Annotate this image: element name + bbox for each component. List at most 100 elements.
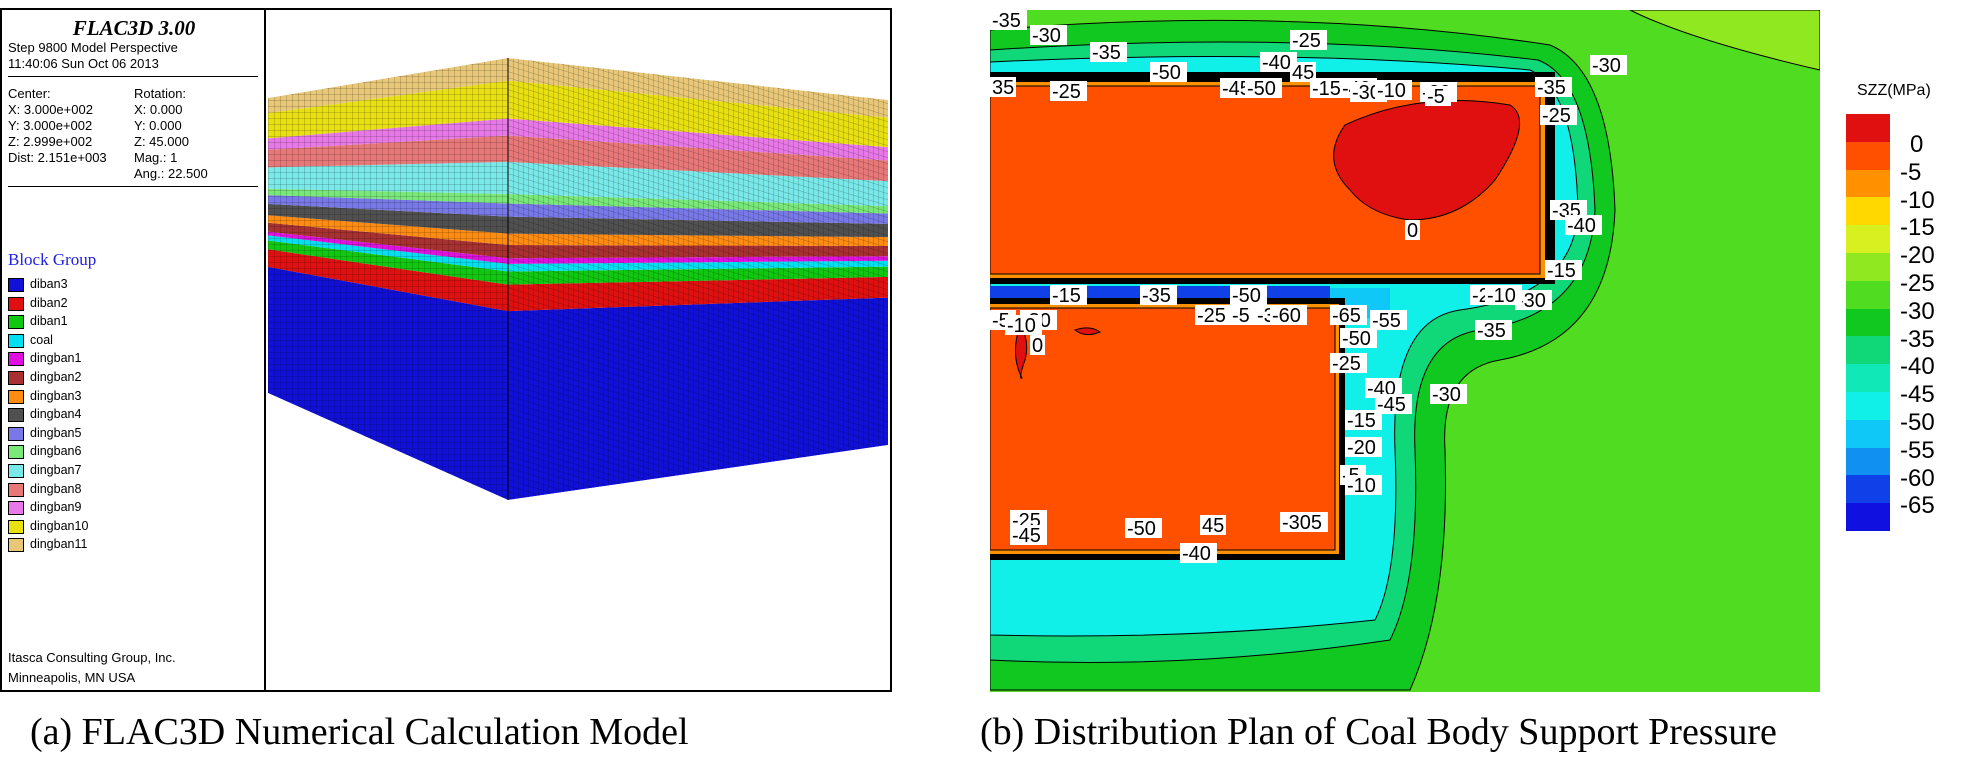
contour-label-bg: [1290, 62, 1316, 82]
contour-label: -40: [1180, 543, 1217, 565]
contour-label: -30: [1515, 290, 1552, 312]
divider: [8, 76, 258, 77]
contour-label-bg: [1270, 305, 1307, 325]
legend-label: dingban7: [30, 462, 82, 477]
contour-label-bg: [1485, 285, 1522, 305]
contour-labels: -30-35-50-4045-25-3035-25-45-50-15-40-30…: [990, 10, 1627, 565]
contour-label: -60: [1270, 305, 1307, 327]
legend-swatch: [8, 389, 24, 404]
legend-swatch: [8, 426, 24, 441]
contour-label-bg: [1365, 378, 1402, 398]
contour-label-bg: [1330, 353, 1367, 373]
contour-label-bg: [1535, 77, 1572, 97]
contour-label: -25: [1195, 305, 1232, 327]
legend-swatch: [8, 519, 24, 534]
contour-label: 45: [1200, 515, 1226, 537]
colorbar-segment: [1846, 253, 1890, 281]
contour-label-bg: [1540, 105, 1577, 125]
contour-label-text: 45: [1292, 62, 1314, 84]
colorbar-segment: [1846, 419, 1890, 448]
contour-label: -30: [1590, 55, 1627, 77]
colorbar-label: -15: [1900, 214, 1935, 242]
contour-label: -25: [1330, 353, 1367, 375]
center-z: Z: 2.999e+002: [8, 134, 93, 149]
contour-label-text: -10: [1347, 475, 1376, 497]
contour-label-text: -35: [1142, 285, 1171, 307]
center-y: Y: 3.000e+002: [8, 118, 93, 133]
footer-city: Minneapolis, MN USA: [8, 670, 136, 685]
legend-swatch: [8, 445, 24, 460]
colorbar-segment: [1846, 392, 1890, 420]
legend-label: dingban2: [30, 369, 82, 384]
contour-label: -15: [1310, 78, 1347, 100]
contour-label-bg: [1345, 410, 1382, 430]
colorbar-segment: [1846, 169, 1890, 198]
app-title: FLAC3D 3.00: [72, 16, 196, 40]
info-sidebar: FLAC3D 3.00 Step 9800 Model Perspective …: [2, 10, 266, 690]
contour-label-text: -5: [1427, 86, 1445, 108]
contour-label-bg: [1050, 81, 1087, 101]
contour-label-text: 0: [1407, 220, 1418, 242]
contour-label: -40: [1565, 215, 1602, 237]
legend-swatch: [8, 463, 24, 478]
contour-label-bg: [1005, 315, 1042, 335]
contour-label: -50: [1125, 518, 1162, 540]
contour-label-bg: [1050, 285, 1087, 305]
legend-label: dingban5: [30, 425, 82, 440]
legend-label: dingban6: [30, 444, 82, 459]
colorbar-label: -20: [1900, 242, 1935, 270]
contour-label: -50: [1230, 285, 1267, 307]
contour-label-text: -40: [1262, 52, 1291, 74]
contour-label: -15: [1545, 260, 1582, 282]
contour-label: -35: [990, 10, 1027, 32]
colorbar-label: 0: [1910, 131, 1924, 158]
contour-label-bg: [1375, 394, 1412, 414]
colorbar-label: -55: [1900, 436, 1935, 464]
contour-label: -50: [1150, 62, 1187, 84]
contour-label-text: -40: [1182, 543, 1211, 565]
contour-label-text: -15: [1312, 78, 1341, 100]
contour-label-text: -30: [1592, 55, 1621, 77]
colorbar-segment: [1846, 336, 1890, 365]
contour-label: -15: [1050, 285, 1087, 307]
contour-label-bg: [990, 10, 1027, 30]
rotation-y: Y: 0.000: [134, 118, 182, 133]
contour-label-bg: [1590, 55, 1627, 75]
colorbar-segment: [1846, 225, 1890, 253]
contour-label-bg: [1150, 62, 1187, 82]
colorbar-segment: [1846, 280, 1890, 309]
contour-label-text: -30: [1432, 384, 1461, 406]
legend-label: dingban3: [30, 388, 82, 403]
contour-label-bg: [1425, 86, 1451, 106]
contour-label-bg: [1475, 320, 1512, 340]
contour-label-bg: [1030, 25, 1067, 45]
colorbar-segment: [1846, 447, 1890, 476]
contour-label-bg: [1290, 30, 1327, 50]
legend-swatch: [8, 482, 24, 497]
contour-label-text: -35: [1537, 77, 1566, 99]
footer-company: Itasca Consulting Group, Inc.: [8, 650, 176, 665]
contour-label-text: -25: [1197, 305, 1226, 327]
contour-label-text: -65: [1332, 305, 1361, 327]
contour-label-bg: [990, 77, 1016, 97]
contour-label: -10: [1485, 285, 1522, 307]
contour-label-text: -25: [1052, 81, 1081, 103]
contour-label-bg: [1405, 220, 1420, 240]
legend-swatch: [8, 408, 24, 423]
contour-label-bg: [1310, 78, 1347, 98]
contour-label: -5: [1230, 305, 1256, 327]
contour-label-text: -15: [1347, 410, 1376, 432]
contour-label: -25: [1540, 105, 1577, 127]
colorbar-label: -10: [1900, 186, 1935, 214]
legend-label: dingban8: [30, 481, 82, 496]
contour-label-text: -10: [1487, 285, 1516, 307]
contour-label: -65: [1330, 305, 1367, 327]
colorbar-segment: [1846, 503, 1890, 531]
rotation-label: Rotation:: [134, 86, 187, 101]
contour-label-bg: [1565, 215, 1602, 235]
contour-label-bg: [1280, 512, 1328, 532]
legend-label: dingban1: [30, 351, 82, 366]
contour-label-bg: [1245, 78, 1282, 98]
contour-label-bg: [1125, 518, 1162, 538]
legend-swatch: [8, 501, 24, 516]
